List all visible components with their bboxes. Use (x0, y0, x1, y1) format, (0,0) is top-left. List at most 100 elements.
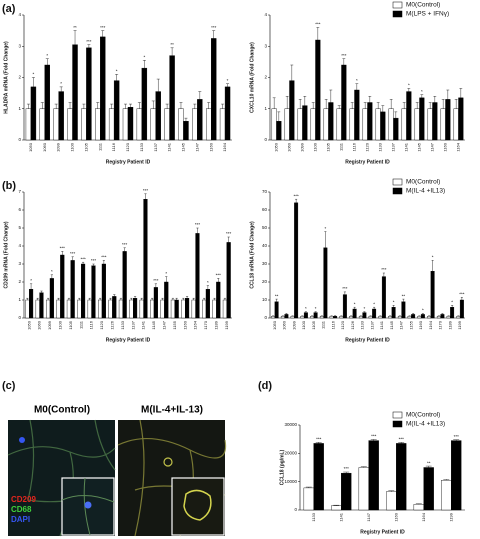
x-axis-label: Registry Patient ID (345, 159, 390, 165)
y-tick-label: 1 (264, 106, 267, 111)
bar (303, 312, 308, 319)
stain-label: DAPI (11, 515, 30, 524)
bar (414, 108, 420, 141)
x-tick-label: 1126 (350, 320, 355, 329)
y-tick-label: 1 (18, 297, 21, 302)
x-tick-label: 1141 (141, 320, 146, 329)
significance-label: *** (316, 436, 322, 441)
bar (101, 263, 106, 319)
x-tick-label: 1164 (421, 512, 426, 521)
bar (440, 108, 446, 141)
bar (212, 299, 217, 319)
bar (195, 233, 200, 319)
legend-label: M0(Control) (406, 2, 440, 9)
significance-label: * (315, 306, 317, 311)
bar (30, 86, 37, 141)
legend-swatch (392, 10, 403, 18)
x-tick-label: 1145 (417, 142, 422, 151)
significance-label: * (33, 72, 35, 77)
bar (313, 443, 324, 511)
x-tick-label: 1105 (326, 142, 331, 151)
significance-label: * (116, 69, 118, 74)
x-tick-label: 1050 (28, 142, 33, 152)
bar (271, 316, 276, 319)
x-tick-label: 1145 (389, 320, 394, 329)
bar (53, 108, 59, 141)
x-tick-label: 1099 (47, 320, 52, 330)
bar (378, 316, 383, 319)
panel-label: (b) (2, 180, 16, 192)
x-tick-label: 1133 (120, 320, 125, 329)
significance-label: * (227, 78, 229, 83)
significance-label: *** (315, 22, 321, 27)
significance-label: * (408, 83, 410, 88)
bar (341, 64, 347, 141)
x-tick-label: 1050 (274, 142, 279, 152)
bar (432, 102, 438, 141)
bar (132, 298, 138, 319)
bar (362, 312, 367, 319)
x-tick-label: 1050 (272, 320, 277, 330)
bar (323, 108, 329, 141)
x-tick-label: 1105 (83, 142, 88, 151)
x-tick-label: 1147 (161, 320, 166, 329)
panel-label: (a) (2, 3, 16, 15)
x-tick-label: 1164 (428, 320, 433, 329)
y-tick-label: 40 (262, 243, 268, 248)
y-tick-label: 2 (264, 75, 267, 80)
bar (108, 299, 113, 319)
significance-label: *** (371, 434, 377, 439)
bar (284, 314, 289, 319)
bar (336, 108, 342, 141)
x-tick-label: 1133 (378, 142, 383, 151)
bar (25, 299, 30, 319)
bar (108, 108, 115, 141)
x-tick-label: 1100 (57, 320, 62, 329)
bar (453, 108, 459, 141)
significance-label: *** (153, 278, 159, 283)
bar (60, 254, 65, 319)
bar (391, 307, 396, 319)
y-tick-label: 1 (18, 106, 21, 111)
bar (44, 64, 50, 141)
legend-label: M(LPS + IFNγ) (406, 11, 449, 18)
bar (66, 299, 71, 319)
bar (354, 89, 360, 141)
bar (302, 105, 308, 141)
bar (98, 299, 103, 319)
y-tick-label: 30 (262, 261, 268, 266)
x-tick-label: 1147 (430, 142, 435, 151)
x-tick-label: 1100 (313, 142, 318, 151)
y-tick-label: 2 (18, 279, 21, 284)
bar (367, 102, 373, 141)
bar (339, 316, 344, 319)
x-tick-label: 1164 (456, 142, 461, 151)
bar (456, 316, 461, 319)
bar (70, 260, 75, 319)
x-tick-label: 1189 (447, 320, 452, 329)
bar (388, 316, 393, 319)
x-tick-label: 1050 (26, 320, 31, 330)
bar (178, 108, 184, 141)
x-tick-label: 1060 (37, 320, 42, 330)
bar (349, 108, 355, 141)
micrograph-right (117, 419, 227, 537)
significance-label: * (373, 301, 375, 306)
bar (205, 289, 210, 319)
y-tick-label: 4 (18, 243, 21, 248)
x-tick-label: 1060 (42, 142, 47, 152)
bar (297, 108, 303, 141)
x-tick-label: 1126 (109, 320, 114, 329)
significance-label: * (60, 81, 62, 86)
x-tick-label: 1099 (56, 142, 61, 152)
bar (411, 314, 416, 319)
significance-label: *** (459, 291, 465, 296)
bar (181, 299, 186, 319)
bar (77, 299, 82, 319)
bar (280, 316, 285, 319)
bar (450, 307, 455, 319)
bar (118, 299, 123, 319)
significance-label: *** (344, 466, 350, 471)
significance-label: *** (211, 25, 217, 30)
bar (393, 117, 399, 141)
